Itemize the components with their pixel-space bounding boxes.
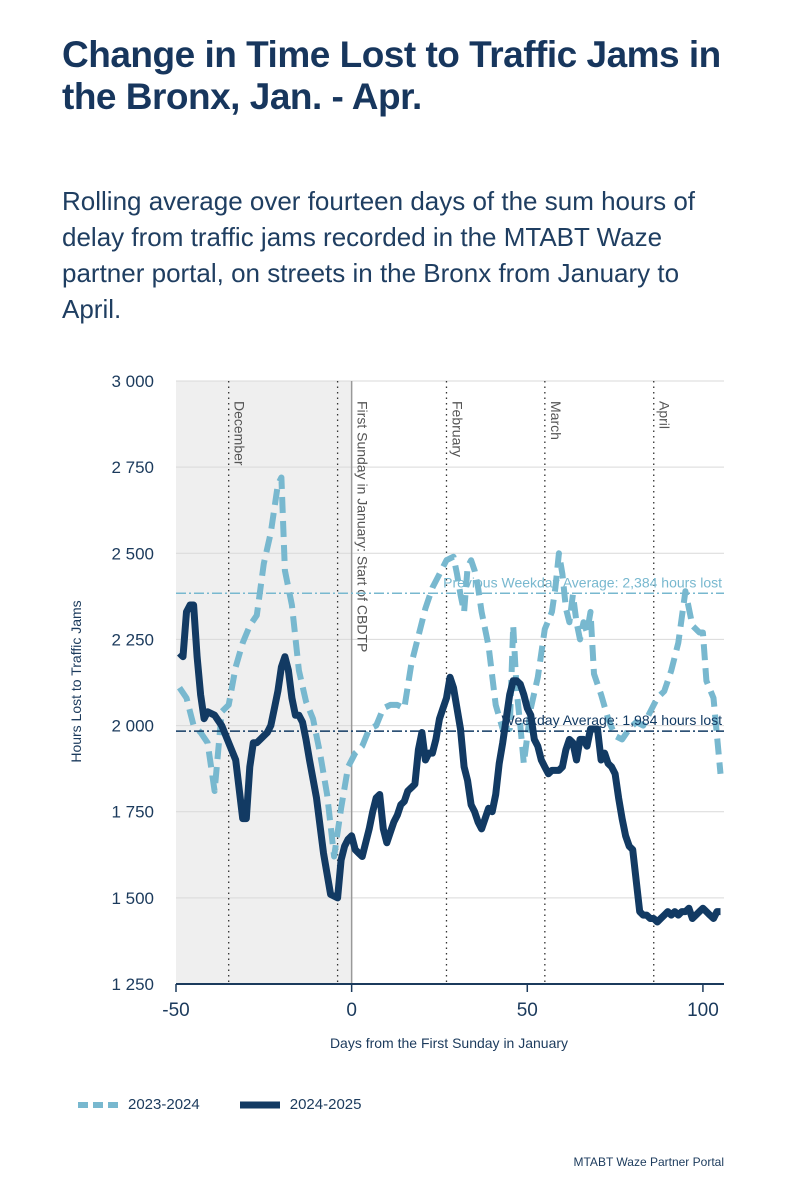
y-tick-label: 1 750 [111, 803, 154, 822]
y-tick-label: 2 250 [111, 630, 154, 649]
vline-label: April [657, 401, 673, 429]
x-tick-label: 100 [687, 1000, 719, 1021]
x-tick-label: -50 [162, 1000, 189, 1021]
legend-solid-line-icon [239, 1101, 280, 1108]
source-credit: MTABT Waze Partner Portal [573, 1155, 725, 1169]
legend-item-2024-2025: 2024-2025 [239, 1096, 362, 1113]
legend-label-2023-2024: 2023-2024 [128, 1096, 200, 1113]
average-label-2023-2024: Previous Weekday Average: 2,384 hours lo… [443, 574, 722, 590]
x-tick-label: 0 [346, 1000, 357, 1021]
series-line-2023-2024 [177, 474, 724, 860]
y-axis-title: Hours Lost to Traffic Jams [68, 600, 84, 762]
chart-subtitle: Rolling average over fourteen days of th… [62, 186, 696, 324]
legend-item-2023-2024: 2023-2024 [78, 1096, 200, 1113]
vline-label: March [548, 401, 564, 440]
vline-label: First Sunday in January: Start of CBDTP [355, 401, 371, 652]
legend-label-2024-2025: 2024-2025 [289, 1096, 362, 1113]
y-tick-label: 1 250 [111, 975, 154, 994]
y-tick-label: 3 000 [111, 372, 154, 391]
legend: 2023-2024 2024-2025 [78, 1096, 361, 1113]
y-tick-label: 2 500 [111, 544, 154, 563]
vline-label: February [449, 401, 465, 457]
x-tick-label: 50 [517, 1000, 538, 1021]
y-tick-label: 1 500 [111, 889, 154, 908]
vline-label: December [232, 401, 248, 466]
x-axis-title: Days from the First Sunday in January [330, 1035, 568, 1051]
y-tick-label: 2 750 [111, 458, 154, 477]
legend-dashed-line-icon [78, 1101, 118, 1108]
y-tick-label: 2 000 [111, 717, 154, 736]
chart-title: Change in Time Lost to Traffic Jams in t… [62, 34, 721, 117]
shaded-region-pre-cbdtp [176, 381, 352, 984]
series-line-2024-2025 [177, 601, 721, 926]
line-chart: 1 250 1 500 1 750 2 000 2 250 2 500 2 750 3 000… [68, 372, 724, 1051]
average-label-2024-2025: Weekday Average: 1,984 hours lost [501, 712, 722, 728]
